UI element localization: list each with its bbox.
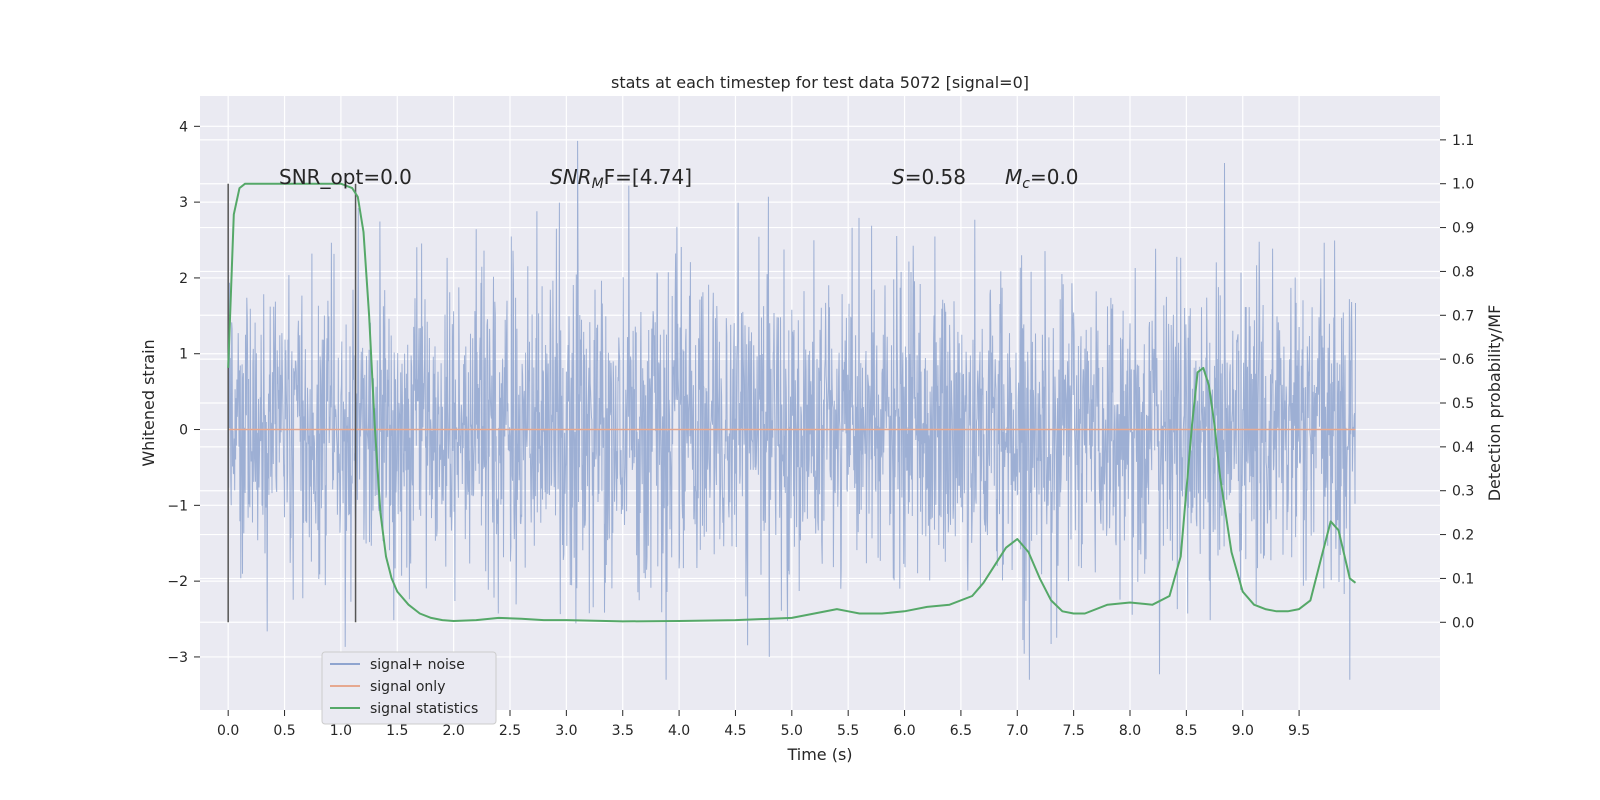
x-tick-label-11: 5.5 <box>837 723 859 739</box>
x-tick-label-8: 4.0 <box>668 723 690 739</box>
legend-label-signal-statistics: signal statistics <box>370 701 478 717</box>
annotation-mc-main: M <box>1005 165 1022 189</box>
legend-label-signal-only: signal only <box>370 679 445 695</box>
x-tick-label-3: 1.5 <box>386 723 408 739</box>
x-tick-label-0: 0.0 <box>217 723 239 739</box>
y-left-tick-label-5: 2 <box>179 271 188 287</box>
y-right-tick-label-11: 1.1 <box>1452 133 1474 149</box>
annotation-snr-mf: SNRMF=[4.74] <box>550 165 692 192</box>
annotation-s-main: S <box>892 165 905 189</box>
y-right-tick-label-9: 0.9 <box>1452 221 1474 237</box>
series-signal-statistics <box>227 182 1357 623</box>
x-axis-label: Time (s) <box>786 745 852 764</box>
x-tick-label-6: 3.0 <box>555 723 577 739</box>
annotation-mc: Mc=0.0 <box>1005 165 1079 192</box>
annotation-snr-mf-main: SNR <box>550 165 592 189</box>
annotation-s: S=0.58 <box>892 165 966 189</box>
y-left-tick-label-7: 4 <box>179 119 188 135</box>
x-tick-label-14: 7.0 <box>1006 723 1028 739</box>
annotation-s-rest: =0.58 <box>905 165 966 189</box>
y-right-tick-label-3: 0.3 <box>1452 484 1474 500</box>
x-tick-label-2: 1.0 <box>330 723 352 739</box>
x-tick-label-17: 8.5 <box>1175 723 1197 739</box>
y-left-tick-label-4: 1 <box>179 347 188 363</box>
x-tick-label-4: 2.0 <box>443 723 465 739</box>
y-left-axis-label: Whitened strain <box>139 339 158 466</box>
chart-title: stats at each timestep for test data 507… <box>611 73 1029 92</box>
series-signal-noise <box>227 140 1356 680</box>
annotation-mc-sub: c <box>1022 176 1030 192</box>
x-tick-label-5: 2.5 <box>499 723 521 739</box>
x-tick-label-1: 0.5 <box>273 723 295 739</box>
x-tick-label-10: 5.0 <box>781 723 803 739</box>
y-left-tick-label-1: −2 <box>167 574 188 590</box>
x-axis-ticks: 0.0 0.5 1.0 1.5 2.0 2.5 3.0 3.5 4.0 4.5 5.0 5.5 6.0 6… <box>217 710 1310 739</box>
signal-statistics-line <box>227 182 1357 623</box>
y-right-tick-label-1: 0.1 <box>1452 571 1474 587</box>
x-tick-label-19: 9.5 <box>1288 723 1310 739</box>
x-tick-label-9: 4.5 <box>724 723 746 739</box>
y-left-tick-label-3: 0 <box>179 423 188 439</box>
legend: signal+ noise signal only signal statist… <box>321 651 497 725</box>
y-right-tick-label-4: 0.4 <box>1452 440 1474 456</box>
y-right-tick-label-2: 0.2 <box>1452 528 1474 544</box>
x-tick-label-12: 6.0 <box>893 723 915 739</box>
annotation-mc-rest: =0.0 <box>1030 165 1079 189</box>
y-right-tick-label-6: 0.6 <box>1452 352 1474 368</box>
legend-box <box>321 651 497 725</box>
y-right-tick-label-10: 1.0 <box>1452 177 1474 193</box>
y-left-tick-label-0: −3 <box>167 650 188 666</box>
x-tick-label-15: 7.5 <box>1063 723 1085 739</box>
y-right-tick-label-8: 0.8 <box>1452 264 1474 280</box>
y-right-tick-label-7: 0.7 <box>1452 308 1474 324</box>
signal-noise-line <box>227 140 1356 680</box>
y-left-axis-ticks: −3 −2 −1 0 1 2 3 4 <box>167 119 200 666</box>
annotation-snr-opt: SNR_opt=0.0 <box>279 165 412 189</box>
legend-label-signal-noise: signal+ noise <box>370 657 465 673</box>
annotation-snr-mf-rest: F=[4.74] <box>604 165 692 189</box>
y-left-tick-label-6: 3 <box>179 195 188 211</box>
y-left-tick-label-2: −1 <box>167 498 188 514</box>
vertical-markers <box>227 183 357 623</box>
x-tick-label-7: 3.5 <box>612 723 634 739</box>
y-right-axis-label: Detection probability/MF <box>1485 305 1504 502</box>
y-right-tick-label-0: 0.0 <box>1452 615 1474 631</box>
x-tick-label-13: 6.5 <box>950 723 972 739</box>
annotation-snr-mf-sub: M <box>592 176 604 192</box>
x-tick-label-18: 9.0 <box>1232 723 1254 739</box>
y-right-axis-ticks: 0.0 0.1 0.2 0.3 0.4 0.5 0.6 0.7 0.8 0.9 1.0 1.1 <box>1440 133 1474 631</box>
y-right-tick-label-5: 0.5 <box>1452 396 1474 412</box>
x-tick-label-16: 8.0 <box>1119 723 1141 739</box>
